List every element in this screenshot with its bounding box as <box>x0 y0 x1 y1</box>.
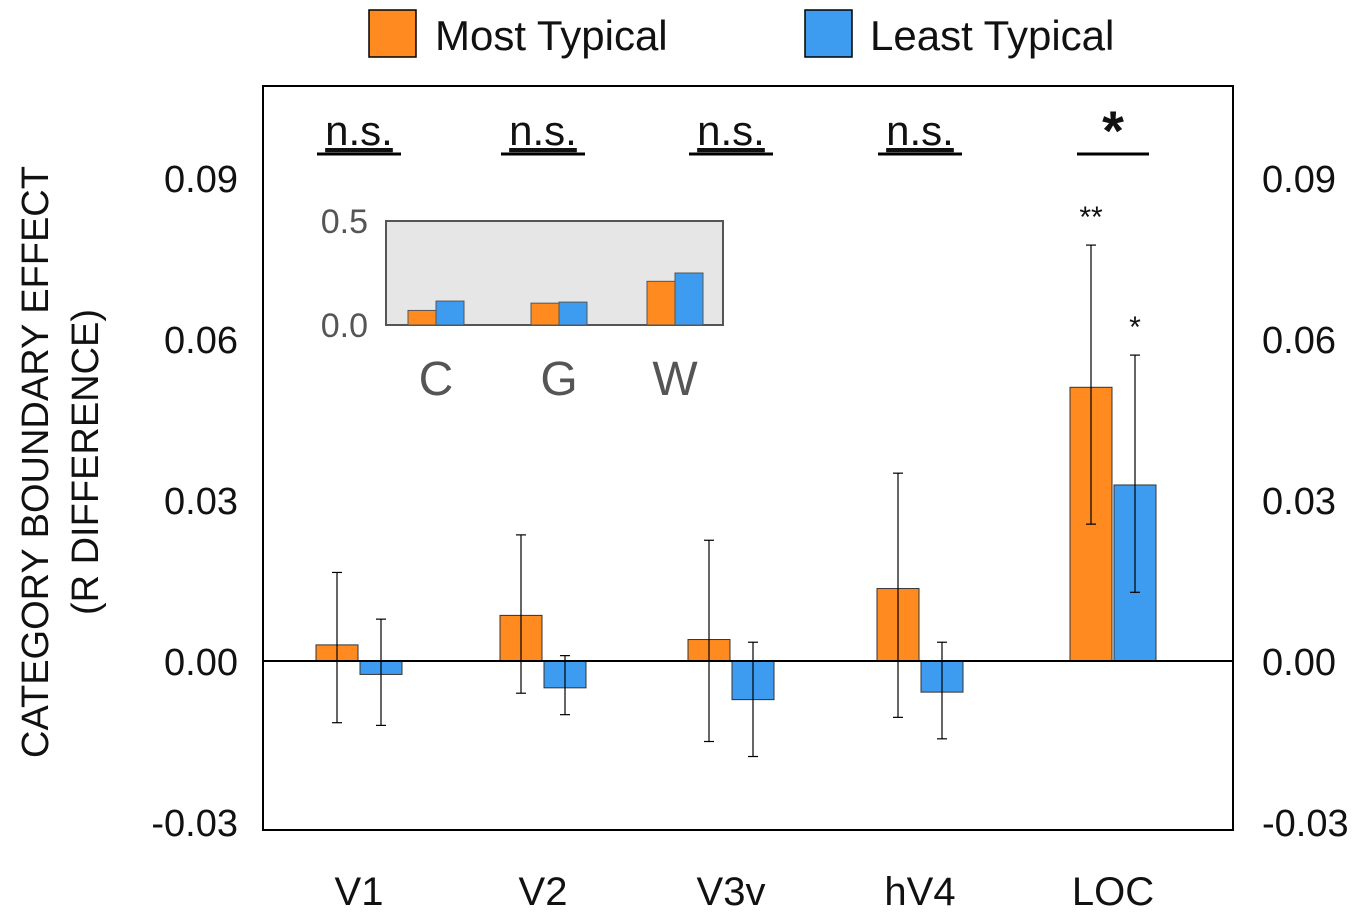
inset-bar <box>646 280 676 326</box>
bars <box>315 386 1157 701</box>
inset-x-tick-label: W <box>652 353 698 406</box>
inset-bar <box>530 302 560 326</box>
bar-annotations: *** <box>1079 201 1141 344</box>
significance-label: n.s. <box>325 107 393 154</box>
inset-x-tick-label: G <box>540 353 577 406</box>
y-tick-label-left: 0.03 <box>164 481 238 523</box>
x-tick-label: V2 <box>519 870 568 914</box>
x-tick-label: LOC <box>1072 870 1154 914</box>
x-tick-label: V3v <box>697 870 766 914</box>
y-tick-label-left: 0.09 <box>164 159 238 201</box>
bar-annotation: ** <box>1079 201 1103 234</box>
significance-label: * <box>1102 99 1124 162</box>
legend-label-most-typical: Most Typical <box>435 12 668 59</box>
y-ticks-right: 0.09 0.06 0.03 0.00 -0.03 <box>1262 159 1349 845</box>
legend-swatch-most-typical <box>368 9 417 58</box>
inset-bars <box>407 272 704 326</box>
y-tick-label-left: -0.03 <box>151 803 238 845</box>
bar-annotation: * <box>1129 311 1141 344</box>
y-tick-label-right: -0.03 <box>1262 803 1349 845</box>
inset-bar <box>674 272 704 326</box>
inset-bar <box>407 309 437 326</box>
significance-label: n.s. <box>697 107 765 154</box>
significance-label: n.s. <box>886 107 954 154</box>
y-tick-label-left: 0.06 <box>164 320 238 362</box>
y-tick-label-left: 0.00 <box>164 642 238 684</box>
legend-swatch-least-typical <box>804 9 853 58</box>
significance-label: n.s. <box>509 107 577 154</box>
legend: Most Typical Least Typical <box>368 9 1114 59</box>
significance-labels: n.s. n.s. n.s. n.s. * <box>317 99 1149 162</box>
y-ticks-left: 0.09 0.06 0.03 0.00 -0.03 <box>151 159 238 845</box>
inset-y-tick-label: 0.5 <box>321 203 368 241</box>
y-tick-label-right: 0.00 <box>1262 642 1336 684</box>
y-axis-title-line2: (R DIFFERENCE) <box>65 309 107 615</box>
x-tick-label: V1 <box>335 870 384 914</box>
error-bars <box>332 244 1140 758</box>
y-tick-label-right: 0.03 <box>1262 481 1336 523</box>
plot-frame <box>262 85 1234 831</box>
y-axis-title-line1: CATEGORY BOUNDARY EFFECT <box>15 166 57 758</box>
inset-bar <box>558 301 588 326</box>
x-tick-labels: V1 V2 V3v hV4 LOC <box>335 870 1155 914</box>
inset-chart: 0.5 0.0 C G W <box>321 203 724 406</box>
inset-bar <box>435 300 465 326</box>
y-tick-label-right: 0.09 <box>1262 159 1336 201</box>
inset-x-tick-label: C <box>419 353 454 406</box>
x-tick-label: hV4 <box>884 870 955 914</box>
legend-label-least-typical: Least Typical <box>870 12 1114 59</box>
inset-y-tick-label: 0.0 <box>321 307 368 345</box>
y-tick-label-right: 0.06 <box>1262 320 1336 362</box>
inset-y-tick-labels: 0.5 0.0 <box>321 203 368 345</box>
